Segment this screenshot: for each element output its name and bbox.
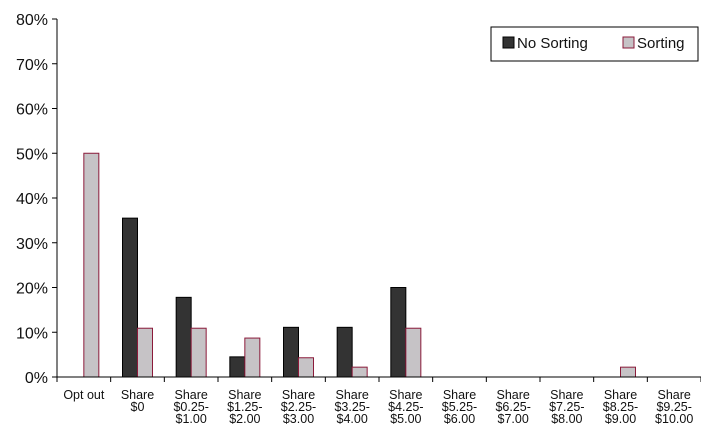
- bar-no-sorting: [390, 287, 407, 378]
- bar-sorting: [190, 327, 207, 378]
- x-axis: Opt out Share $0 Share $0.25-$1.00 Share $1.25…: [56, 376, 701, 426]
- legend-label-sorting: Sorting: [637, 35, 685, 52]
- bar-sorting: [244, 337, 261, 378]
- x-category-label: Share $0.25-$1.00: [173, 388, 208, 426]
- legend-swatch-sorting: [622, 36, 635, 49]
- y-tick-label: 10%: [16, 325, 48, 342]
- y-tick-label: 60%: [16, 102, 48, 119]
- x-category-label: Share $5.25-$6.00: [442, 388, 477, 426]
- y-tick-label: 20%: [16, 281, 48, 298]
- bar-sorting: [298, 357, 314, 378]
- x-category-label: Opt out: [63, 388, 105, 402]
- x-category-label: Share $4.25-$5.00: [388, 388, 423, 426]
- legend-box: [490, 26, 699, 62]
- bar-no-sorting: [229, 356, 246, 378]
- x-category-label: Share $9.25-$10.00: [655, 388, 693, 426]
- bar-sorting: [137, 327, 153, 378]
- x-category-label: Share $7.25-$8.00: [549, 388, 584, 426]
- legend-swatch-no-sorting: [502, 36, 515, 49]
- bar-sorting: [620, 366, 636, 378]
- y-axis: 0% 10% 20% 30% 40% 50% 60% 70% 80%: [16, 12, 58, 387]
- y-tick-label: 50%: [16, 146, 48, 163]
- bar-no-sorting: [175, 296, 192, 378]
- x-category-label: Share $1.25-$2.00: [227, 388, 262, 426]
- legend-label-no-sorting: No Sorting: [517, 35, 588, 52]
- bar-sorting: [351, 366, 368, 378]
- y-tick-label: 40%: [16, 191, 48, 208]
- x-category-label: Share $8.25-$9.00: [603, 388, 638, 426]
- x-category-label: Share $2.25-$3.00: [281, 388, 316, 426]
- y-tick-label: 0%: [25, 370, 48, 387]
- y-tick-label: 70%: [16, 57, 48, 74]
- y-tick-label: 80%: [16, 12, 48, 29]
- bar-no-sorting: [122, 217, 138, 378]
- bar-no-sorting: [336, 326, 353, 378]
- bar-sorting: [405, 327, 422, 378]
- y-tick-label: 30%: [16, 236, 48, 253]
- bar-no-sorting: [283, 326, 299, 378]
- legend: No Sorting Sorting: [490, 26, 699, 62]
- x-category-label: Share $6.25-$7.00: [495, 388, 530, 426]
- bars: [83, 152, 636, 378]
- x-category-label: Share $3.25-$4.00: [334, 388, 369, 426]
- bar-sorting: [83, 152, 100, 378]
- x-category-label: Share $0: [121, 388, 154, 414]
